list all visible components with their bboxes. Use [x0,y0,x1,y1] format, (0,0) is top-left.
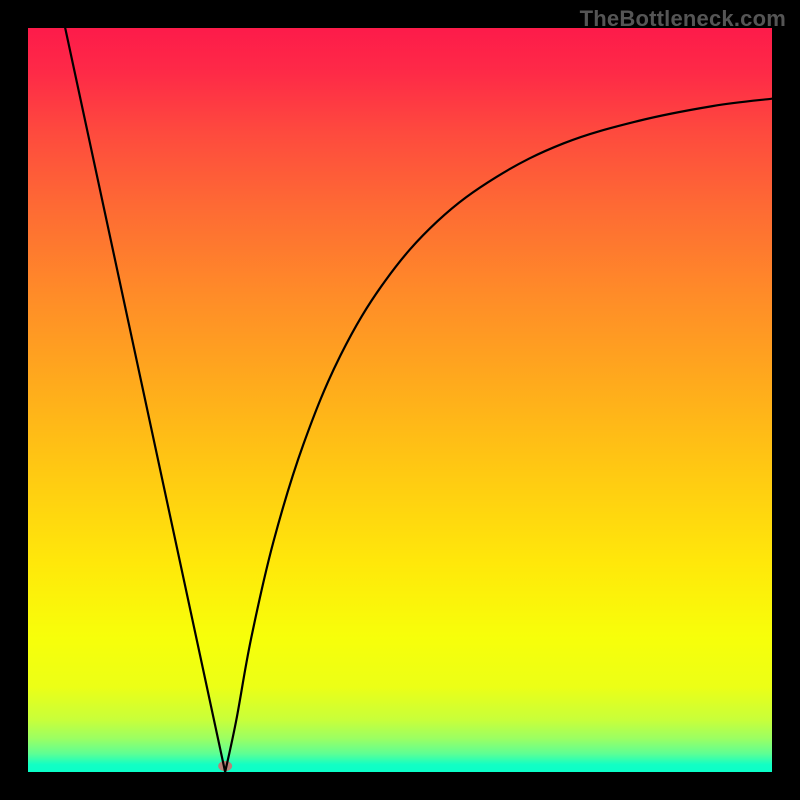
plot-area [28,28,772,772]
bottleneck-chart [28,28,772,772]
chart-frame: TheBottleneck.com [0,0,800,800]
gradient-background [28,28,772,772]
watermark-text: TheBottleneck.com [580,6,786,32]
